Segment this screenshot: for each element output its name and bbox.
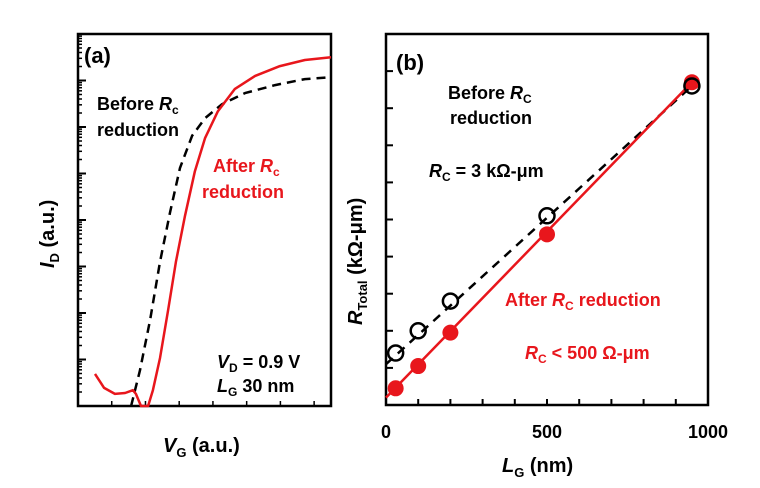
panel-b-annotation-before: Before RC (448, 83, 532, 106)
fit-line-after (385, 81, 693, 399)
data-point-before (386, 344, 405, 362)
annotation-symbol: V (217, 352, 231, 372)
panel-b-xlabel: LG (nm) (502, 455, 573, 480)
panel-b: 0 500 1000 (b) Before RC reduction RC = 3 … (345, 32, 728, 480)
panel-a-annotation-before: Before Rc (97, 94, 179, 117)
annotation-text: = 0.9 V (238, 352, 301, 372)
annotation-symbol: R (260, 156, 273, 176)
panel-a-series (93, 56, 332, 408)
axis-subscript: Total (355, 280, 370, 310)
axis-subscript: G (514, 465, 524, 480)
axis-unit: (kΩ-μm) (345, 198, 367, 281)
annotation-text: After (505, 290, 552, 310)
axis-unit: (nm) (524, 455, 573, 477)
annotation-symbol: R (429, 161, 442, 181)
panel-a-label: (a) (84, 43, 111, 68)
annotation-subscript: C (442, 170, 451, 184)
axis-unit: (a.u.) (37, 200, 59, 253)
annotation-symbol: R (525, 343, 538, 363)
panel-a-annotation-lg: LG 30 nm (217, 376, 294, 399)
annotation-subscript: c (273, 165, 280, 179)
axis-unit: (a.u.) (186, 435, 239, 457)
x-tick-label: 500 (532, 422, 562, 442)
annotation-text: Before (97, 94, 159, 114)
axis-symbol: V (163, 435, 178, 457)
annotation-text: Before (448, 83, 510, 103)
annotation-text: 30 nm (237, 376, 294, 396)
data-point-before (538, 207, 556, 225)
data-point-after (387, 380, 404, 397)
data-point-before (409, 322, 427, 340)
annotation-subscript: C (565, 299, 574, 313)
annotation-text: = 3 kΩ-μm (451, 161, 544, 181)
data-point-after (539, 226, 555, 243)
fit-line-before (385, 85, 693, 366)
panel-b-ylabel: RTotal (kΩ-μm) (345, 198, 370, 325)
axis-subscript: D (47, 253, 62, 262)
series-line-before (129, 75, 332, 407)
panel-b-series (385, 74, 701, 399)
annotation-subscript: G (228, 385, 237, 399)
data-point-after (410, 358, 427, 375)
annotation-text: < 500 Ω-μm (547, 343, 650, 363)
data-point-after (442, 324, 459, 341)
annotation-symbol: R (552, 290, 565, 310)
annotation-text: reduction (574, 290, 661, 310)
series-line-after (93, 56, 332, 408)
panel-b-tick-labels: 0 500 1000 (381, 422, 728, 442)
panel-b-ticks (386, 70, 677, 405)
axis-symbol: R (345, 310, 367, 325)
panel-a-annotation-after: After Rc (213, 156, 280, 179)
annotation-subscript: c (172, 103, 179, 117)
axis-subscript: G (176, 445, 186, 460)
annotation-subscript: C (523, 92, 532, 106)
panel-b-annotation-after: After RC reduction (505, 290, 661, 313)
panel-b-annotation-rc-before: RC = 3 kΩ-μm (429, 161, 544, 184)
panel-b-label: (b) (396, 50, 424, 75)
data-point-before (683, 77, 701, 95)
annotation-symbol: R (510, 83, 523, 103)
panel-a-annotation-before-line2: reduction (97, 120, 179, 140)
annotation-subscript: C (538, 352, 547, 366)
axis-symbol: I (37, 262, 59, 268)
data-point-before (441, 292, 460, 310)
panel-a-ylabel: ID (a.u.) (37, 200, 62, 268)
panel-a-annotation-after-line2: reduction (202, 182, 284, 202)
panel-b-annotation-rc-after: RC < 500 Ω-μm (525, 343, 650, 366)
panel-b-annotation-before-line2: reduction (450, 108, 532, 128)
panel-a-ticks (78, 35, 315, 407)
annotation-symbol: R (159, 94, 172, 114)
x-tick-label: 0 (381, 422, 391, 442)
x-tick-label: 1000 (688, 422, 728, 442)
annotation-symbol: L (217, 376, 228, 396)
axis-symbol: L (502, 455, 514, 477)
annotation-subscript: D (229, 361, 238, 375)
annotation-text: After (213, 156, 260, 176)
panel-a-annotation-vd: VD = 0.9 V (217, 352, 300, 375)
panel-a-xlabel: VG (a.u.) (163, 435, 240, 460)
panel-a: (a) Before Rc reduction After Rc reducti… (37, 32, 333, 460)
panel-a-frame (76, 32, 333, 408)
